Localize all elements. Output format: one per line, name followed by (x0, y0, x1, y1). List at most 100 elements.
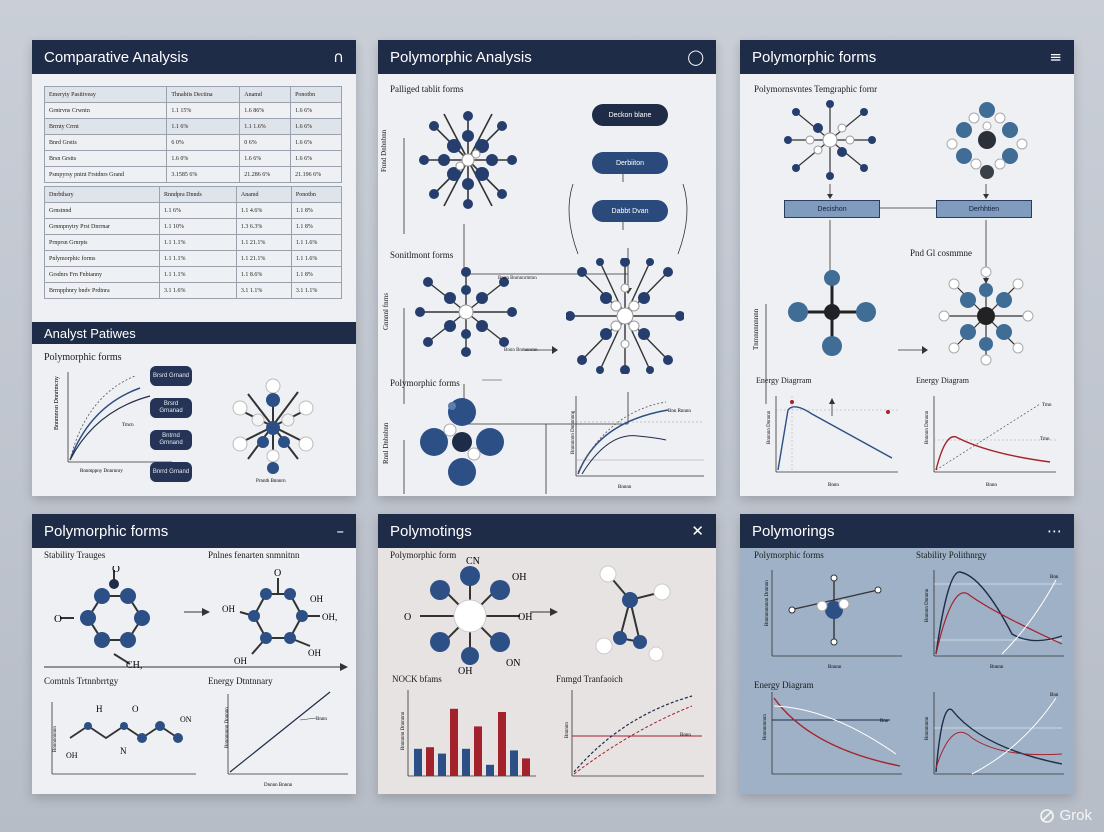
atom-label: O (54, 613, 62, 625)
table-cell: 6 0% (166, 134, 241, 151)
more-dots-icon[interactable]: ⋯ (1047, 522, 1062, 540)
table-row: Prnprsn Grnrpts 1.1 1.1% 1.1 21.1% 1.1 1.6% (44, 234, 343, 251)
atom-label: OH (458, 666, 472, 676)
annotation-note: Bnnn Bnmnnrnn (504, 348, 538, 353)
table-header-row: Dnrbthary Rnndpra Dnnds Anamd Ponotbn (44, 186, 343, 203)
flow-lines (765, 184, 989, 416)
table-cell: 1.1 4.6% (235, 202, 292, 219)
section-label: Sonitlmont forms (390, 250, 454, 260)
table-row: Brsn Grstts 1.6 0% 1.6 6% 1.6 6% (43, 150, 342, 167)
arrow-right (184, 608, 210, 616)
dashed-curve-chart: Bnnn Bnnnnn (565, 690, 704, 777)
comparison-table-1: Emeryty Pasitiveay Thnabiis Dectina Anam… (43, 86, 342, 183)
watermark-text: Grok (1059, 807, 1092, 824)
section-label: Polymorphic forms (390, 378, 460, 388)
side-label: Rnnl Dnbnbnn (382, 422, 390, 464)
flow-step-decision[interactable]: Deckon blane (592, 104, 668, 126)
grok-logo-icon (1040, 808, 1055, 823)
chart-ylabel: Bnnnnnnnnn (53, 726, 58, 752)
table-cell: 3.1585 6% (166, 166, 241, 183)
curve-tag: Tmn (1042, 403, 1052, 408)
derivation-box[interactable]: Derhhtien (936, 200, 1032, 218)
molecule-chart-left: Bnnnnnnnnnn Dnnnnn Bnnnn (765, 570, 902, 670)
atom-label: OH (308, 648, 321, 658)
linear-chart: Bnnn Bnnnnnnnn Dnnnnn Dnnnn Bnnnn (225, 691, 348, 788)
table-header: Ponotbn (290, 86, 342, 103)
table-cell: 1.1 15% (166, 102, 241, 119)
curve-title: Fnmgd Tranfaoich (556, 674, 623, 684)
section-subheader: Analyst Patiwes (32, 322, 356, 344)
side-label: Gnnnnl fnrns (382, 292, 390, 330)
table-cell: 1.1 8% (290, 266, 343, 283)
atom-label: OH, (322, 612, 337, 622)
ring-molecule-left: O O CH, (54, 566, 150, 670)
table-cell: 21.286 6% (239, 166, 292, 183)
panel-polymorphic-forms-2: Polymorphic forms – Stability Trauges Pn… (32, 514, 356, 794)
molecule-ball-stick-large (566, 258, 684, 374)
molecule-ball-stick-top (419, 111, 517, 209)
chain-molecule: H O N OH ON Bnnnnnnnnn (51, 702, 196, 775)
info-pill[interactable]: Brsrd Grnand (150, 366, 192, 386)
chart-ylabel: Bnnnnnnnnnn Dnnnnn (765, 580, 770, 626)
table-cell: 1.1 10% (158, 218, 237, 235)
table-cell: 1.1 8.6% (235, 266, 292, 283)
flow-step-derivation[interactable]: Derbiiton (592, 152, 668, 174)
table-cell: 1.6 6% (290, 134, 342, 151)
energy-diagram-label: Energy Diagram (916, 376, 969, 385)
table-header: Anamd (239, 86, 292, 103)
bars-title: NOCK bfams (392, 674, 442, 684)
energy-chart-right: Tmn Tmn Bnnnnn Dnnnnn Bnnn (925, 396, 1056, 488)
molecule-cluster-product (938, 266, 1034, 366)
info-pill[interactable]: Bnrrd Grnand (150, 462, 192, 482)
table-cell: Grnstnnd (44, 202, 160, 219)
chart-xlabel: Bnnnn (618, 485, 632, 490)
table-row: Grnstnnd 1.1 6% 1.1 4.6% 1.1 8% (44, 202, 343, 219)
table-cell: 1.1 1.1% (158, 234, 237, 251)
table-row: Grntrvns Crwntn 1.1 15% 1.6 86% 1.6 6% (43, 102, 342, 119)
comparison-table-2: Dnrbthary Rnndpra Dnnds Anamd Ponotbn Gr… (44, 186, 343, 299)
curve-tag: Bnn (880, 719, 889, 724)
mid-label: Pnd Gl cosmmne (910, 248, 972, 258)
bookmark-icon[interactable]: ∩ (333, 48, 344, 66)
table-cell: 1.1 6% (166, 118, 241, 135)
close-x-icon[interactable]: ✕ (691, 522, 704, 540)
molecule-tetrahedral (788, 270, 876, 356)
flow-step-data[interactable]: Dabbt Dvan (592, 200, 668, 222)
table-cell: 1.6 6% (290, 118, 342, 135)
panel-header: Polymorphic forms ≡ (740, 40, 1074, 74)
panel-polymorings: Polymorings ⋯ Polymorphic forms Stabilit… (740, 514, 1074, 794)
table-row: Brrnty Crrnt 1.1 6% 1.1 1.6% 1.6 6% (43, 118, 342, 135)
table-cell: 21.196 6% (290, 166, 342, 183)
table-row: Grsdnrs Frn Fnbtanny 1.1 1.1% 1.1 8.6% 1.1 … (44, 266, 343, 283)
minus-icon[interactable]: – (336, 522, 345, 540)
table-cell: Grnmpnytry Prst Dnrrnar (44, 218, 160, 235)
circle-icon[interactable]: ◯ (687, 48, 704, 66)
info-pill[interactable]: Brsrd Grnanad (150, 398, 192, 418)
panel-header: Polymorphic forms – (32, 514, 356, 548)
table-cell: 1.3 6.3% (235, 218, 292, 235)
atom-label: OH (518, 612, 532, 623)
side-label: Tnmnnnnnnnn (752, 308, 760, 350)
section-label: Energy Diagram (754, 680, 814, 690)
chart-xlabel: Bnnn (828, 483, 839, 488)
atom-label: CH, (126, 660, 142, 670)
section-label: Polymorphic forms (754, 550, 824, 560)
table-cell: Brsn Grstts (43, 150, 168, 167)
atom-label: O (112, 566, 120, 575)
bar (498, 712, 506, 776)
chart-xlabel: Bnnnn (990, 665, 1004, 670)
long-arrow (44, 663, 348, 671)
atom-label: ON (180, 715, 192, 724)
curve-tag: Bnn (1050, 693, 1059, 698)
panel-title: Polymorphic Analysis (390, 48, 532, 66)
table-header-row: Emeryty Pasitiveay Thnabiis Dectina Anam… (43, 86, 342, 103)
table-cell: Psmpyrsy pntnt Frstdnrs Grand (43, 166, 168, 183)
hamburger-menu-icon[interactable]: ≡ (1049, 48, 1062, 66)
annotation-note: Bnnn Bnmnnrmtnn (498, 276, 537, 281)
info-pill[interactable]: Bntrnd Grnnand (150, 430, 192, 450)
decision-box[interactable]: Decishon (784, 200, 880, 218)
bar (414, 748, 422, 776)
curve-tag: Tmn (1040, 437, 1050, 442)
table-cell: 3.1 1.1% (235, 282, 292, 299)
table-row: Brrnpphnry bndv Prdtnra 3.1 1.6% 3.1 1.1% 3… (44, 282, 343, 299)
